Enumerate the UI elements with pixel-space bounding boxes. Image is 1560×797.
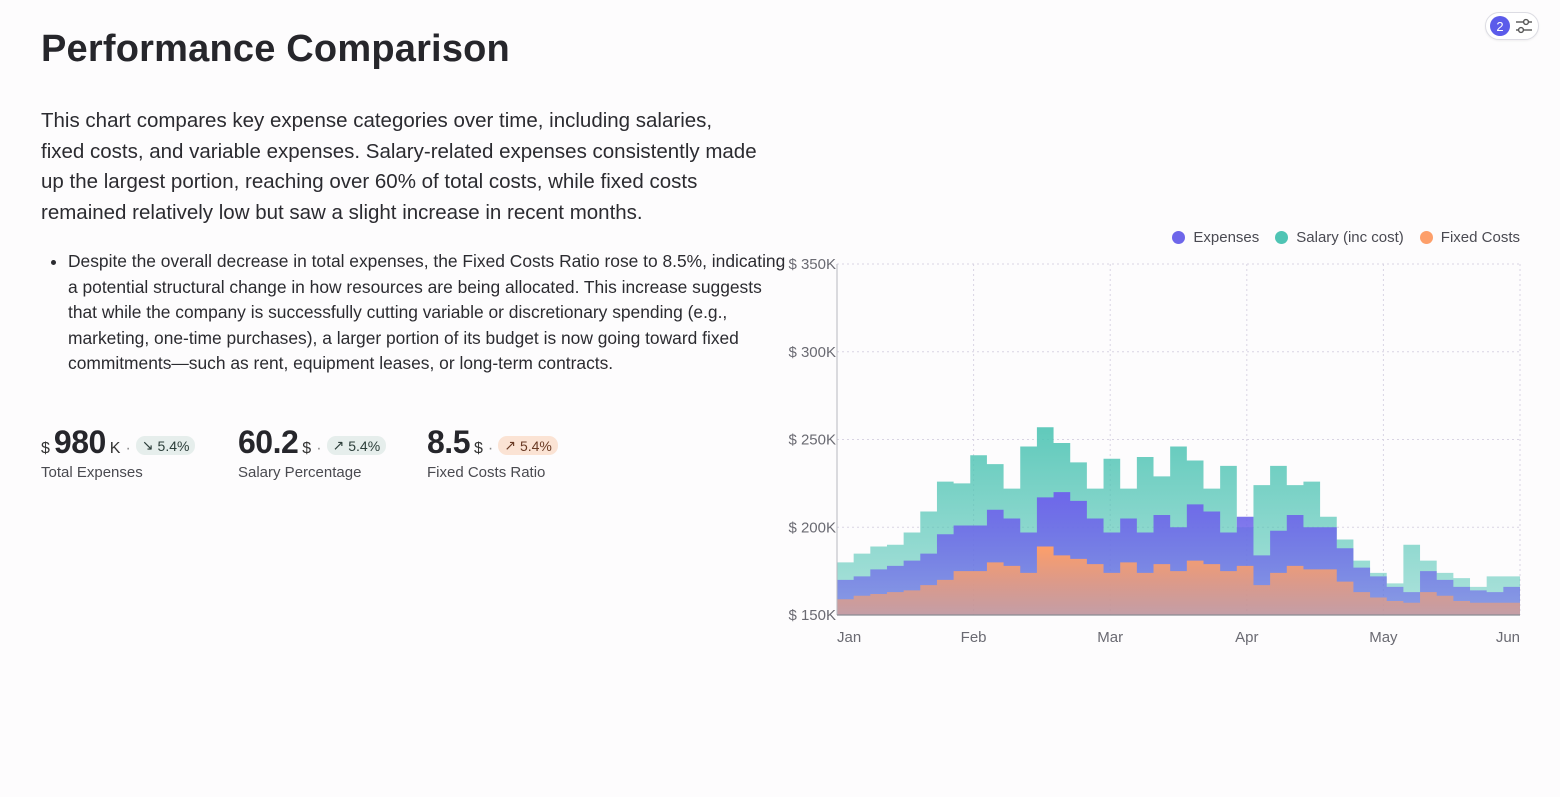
- legend-label: Salary (inc cost): [1296, 229, 1404, 246]
- legend-item-fixed-costs[interactable]: Fixed Costs: [1419, 229, 1520, 246]
- kpi-delta-badge: ↗ 5.4%: [498, 436, 558, 455]
- y-tick-label: $ 300K: [788, 344, 836, 361]
- kpi-delta: 5.4%: [348, 437, 381, 454]
- kpi-total-expenses: $ 980 K · ↘ 5.4% Total Expenses: [41, 424, 196, 481]
- series-area-fixed: [837, 546, 1520, 615]
- y-tick-label: $ 200K: [788, 519, 836, 536]
- kpi-delta: 5.4%: [157, 437, 190, 454]
- kpi-label: Total Expenses: [41, 464, 143, 481]
- kpi-value: 980: [53, 424, 106, 460]
- kpi-label: Salary Percentage: [238, 464, 362, 481]
- stacked-area-chart: $ 150K $ 200K $ 250K $ 300K $ 350K Jan Feb Mar A…: [788, 256, 1521, 646]
- page-title: Performance Comparison: [41, 28, 510, 70]
- legend-item-salary[interactable]: Salary (inc cost): [1275, 229, 1404, 246]
- filter-count-badge: 2: [1490, 16, 1510, 36]
- insight-list: Despite the overall decrease in total ex…: [41, 249, 793, 377]
- kpi-delta-badge: ↗ 5.4%: [326, 436, 387, 455]
- legend-swatch: [1419, 231, 1433, 244]
- legend-item-expenses[interactable]: Expenses: [1172, 229, 1259, 246]
- kpi-separator: ·: [125, 440, 131, 457]
- sliders-icon: [1516, 18, 1532, 34]
- y-tick-label: $ 150K: [788, 607, 836, 624]
- insight-item: Despite the overall decrease in total ex…: [68, 249, 793, 377]
- kpi-value: 60.2: [238, 424, 299, 460]
- x-tick-label: Feb: [961, 629, 987, 646]
- kpi-prefix: $: [41, 440, 50, 457]
- chart-legend: Expenses Salary (inc cost) Fixed Costs: [1172, 229, 1520, 246]
- kpi-value: 8.5: [427, 424, 470, 460]
- x-tick-label: Apr: [1235, 629, 1258, 646]
- kpi-separator: ·: [316, 440, 322, 457]
- kpi-label: Fixed Costs Ratio: [427, 464, 546, 481]
- legend-swatch: [1172, 231, 1186, 244]
- arrow-up-right-icon: ↗: [504, 437, 516, 453]
- kpi-unit: K: [109, 440, 121, 457]
- x-tick-label: Jun: [1496, 629, 1520, 646]
- filter-button[interactable]: 2: [1485, 12, 1539, 40]
- kpi-delta: 5.4%: [519, 437, 552, 454]
- legend-label: Expenses: [1193, 229, 1260, 246]
- arrow-down-right-icon: ↘: [141, 437, 154, 453]
- legend-label: Fixed Costs: [1440, 229, 1520, 246]
- kpi-separator: ·: [487, 440, 494, 457]
- kpi-delta-badge: ↘ 5.4%: [135, 436, 196, 455]
- arrow-up-right-icon: ↗: [332, 437, 345, 453]
- kpi-unit: $: [473, 440, 483, 457]
- x-tick-label: Jan: [837, 629, 861, 646]
- kpi-salary-percentage: 60.2 $ · ↗ 5.4% Salary Percentage: [238, 424, 387, 481]
- legend-swatch: [1275, 231, 1289, 244]
- chart-description: This chart compares key expense categori…: [41, 109, 757, 224]
- kpi-fixed-costs-ratio: 8.5 $ · ↗ 5.4% Fixed Costs Ratio: [427, 424, 558, 481]
- y-tick-label: $ 250K: [788, 432, 836, 449]
- y-tick-label: $ 350K: [788, 256, 836, 273]
- kpi-unit: $: [302, 440, 312, 457]
- x-tick-label: Mar: [1097, 629, 1123, 646]
- x-tick-label: May: [1369, 629, 1398, 646]
